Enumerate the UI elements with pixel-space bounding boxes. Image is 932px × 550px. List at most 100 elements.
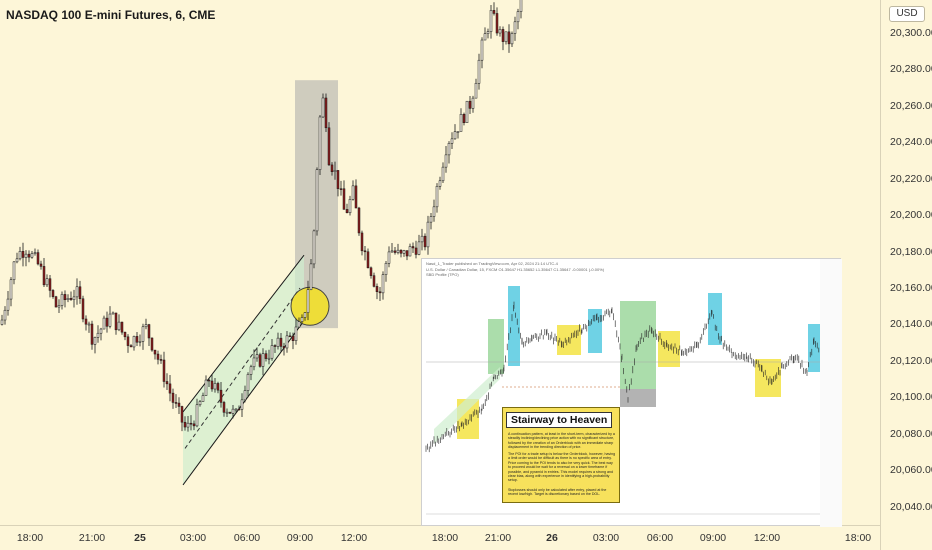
price-axis[interactable] [880,0,932,550]
candle-body [441,166,445,182]
candle-body [102,317,106,330]
candle-body [429,216,433,223]
candle-body [108,313,112,327]
candle-body [90,323,94,345]
candle-body [201,395,205,402]
candle-body [519,0,523,12]
candle-body [66,298,70,301]
entry-circle [290,286,330,326]
candle-body [462,114,466,123]
candle-body [87,323,91,326]
candle-body [207,379,211,382]
candle-body [420,235,424,243]
candle-body [99,328,103,334]
candle-body [312,230,316,265]
candles [0,0,523,432]
candle-body [165,381,169,385]
candle-body [303,312,307,318]
candle-body [408,246,412,257]
candle-body [267,357,271,360]
candle-body [417,241,421,255]
candle-body [333,170,337,172]
candle-body [174,402,178,404]
candle-body [30,253,34,258]
currency-button[interactable]: USD [889,6,925,22]
candle-body [138,341,142,343]
callout-paragraph-1: A continuation pattern, at least in the … [508,432,615,450]
price-chart[interactable] [0,0,880,525]
channel-mid-line [184,287,301,449]
price-tick-label: 20,060.00 [890,464,932,477]
candle-body [414,247,418,255]
callout-title: Stairway to Heaven [506,412,613,428]
candle-body [126,336,130,346]
candle-body [93,337,97,345]
candle-body [273,345,277,347]
price-tick-label: 20,120.00 [890,354,932,367]
candle-body [438,180,442,187]
time-tick-label: 12:00 [753,532,781,544]
inset-zone [557,325,581,355]
candle-body [114,312,118,331]
price-tick-label: 20,180.00 [890,245,932,258]
candle-body [63,294,67,301]
candle-body [129,345,133,348]
candle-body [465,100,469,123]
candle-body [339,188,343,190]
candle-body [375,286,379,292]
time-tick-label: 09:00 [699,532,727,544]
candle-body [186,422,190,428]
candle-body [105,317,109,327]
candle-body [237,408,241,411]
candle-body [372,275,376,287]
candle-body [222,402,226,413]
candle-body [240,399,244,410]
inset-chart-image: Nasd_1_Trader published on TradingView.c… [421,258,842,527]
candle-body [27,253,31,258]
candle-body [423,235,427,248]
candle-body [405,250,409,257]
candle-body [246,374,250,391]
candle-body [81,298,85,320]
candle-body [150,337,154,351]
candle-body [309,263,313,290]
candle-body [177,402,181,407]
candle-body [498,29,502,34]
candle-body [156,353,160,360]
candle-body [411,246,415,249]
candle-body [321,97,325,118]
candle-body [261,353,265,367]
candle-body [21,251,25,258]
candle-body [72,296,76,300]
candle-body [348,199,352,214]
time-tick-label: 25 [134,532,146,544]
channel-upper-line [182,254,305,413]
time-tick-label: 03:00 [179,532,207,544]
candle-body [378,291,382,294]
candle-body [135,336,139,343]
candle-body [12,261,16,281]
candle-body [453,131,457,140]
time-tick-label: 21:00 [484,532,512,544]
candle-body [6,298,10,311]
candle-body [84,318,88,325]
time-tick-label: 06:00 [646,532,674,544]
candle-body [387,251,391,264]
candle-body [168,383,172,394]
candle-body [384,263,388,275]
candle-body [24,253,28,258]
candle-body [369,267,373,276]
candle-body [432,206,436,217]
candle-body [480,39,484,61]
candle-body [477,59,481,84]
candle-body [171,392,175,403]
price-tick-label: 20,280.00 [890,63,932,76]
candle-body [3,309,7,321]
candle-body [33,252,37,254]
candle-body [117,321,121,331]
candle-body [162,359,166,382]
candle-body [354,185,358,209]
candle-body [279,337,283,347]
candle-body [468,100,472,109]
time-tick-label: 18:00 [844,532,872,544]
